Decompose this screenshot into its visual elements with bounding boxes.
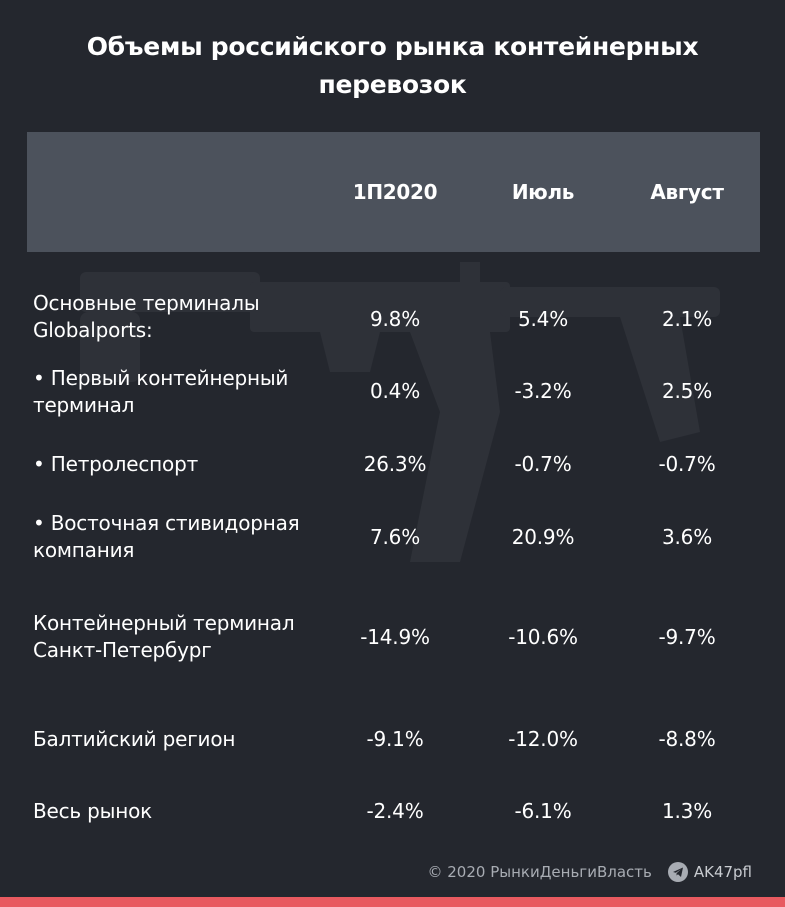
copyright-text: © 2020 РынкиДеньгиВласть (427, 863, 652, 881)
table-cell: -12.0% (508, 727, 578, 751)
table-header-band (27, 132, 760, 252)
table-cell: 20.9% (511, 525, 575, 549)
table-cell: 2.5% (661, 379, 712, 403)
table-cell: 26.3% (363, 452, 427, 476)
table-cell: -0.7% (514, 452, 572, 476)
table-cell: -14.9% (360, 625, 430, 649)
table-cell: 9.8% (369, 307, 420, 331)
column-header-1p2020: 1П2020 (352, 180, 438, 204)
accent-bar (0, 897, 785, 907)
table-cell: -3.2% (514, 379, 572, 403)
channel-handle[interactable]: AK47pfl (693, 863, 752, 881)
table-cell: -8.8% (658, 727, 716, 751)
table-cell: 2.1% (661, 307, 712, 331)
page-title: Объемы российского рынка контейнерных пе… (86, 32, 699, 99)
table-cell: -0.7% (658, 452, 716, 476)
table-cell: 3.6% (661, 525, 712, 549)
column-header-august: Август (650, 180, 724, 204)
row-label-petrolesport: • Петролеспорт (33, 452, 199, 476)
row-label-container-terminal-spb: Контейнерный терминал Санкт-Петербург (33, 611, 295, 662)
table-cell: 5.4% (517, 307, 568, 331)
row-label-vostochnaya: • Восточная стивидорная компания (33, 511, 300, 562)
row-label-whole-market: Весь рынок (33, 799, 153, 823)
table-cell: 0.4% (369, 379, 420, 403)
table-cell: -9.1% (366, 727, 424, 751)
table-cell: 1.3% (661, 799, 712, 823)
table-cell: 7.6% (369, 525, 420, 549)
table-cell: -2.4% (366, 799, 424, 823)
table-cell: -6.1% (514, 799, 572, 823)
column-header-july: Июль (511, 180, 575, 204)
footer: © 2020 РынкиДеньгиВласть AK47pfl (427, 862, 752, 882)
table-cell: -10.6% (508, 625, 578, 649)
table-cell: -9.7% (658, 625, 716, 649)
row-label-first-container-terminal: • Первый контейнерный терминал (33, 366, 289, 417)
row-label-baltic-region: Балтийский регион (33, 727, 236, 751)
row-label-globalports: Основные терминалы Globalports: (33, 291, 260, 342)
telegram-icon[interactable] (667, 862, 688, 882)
